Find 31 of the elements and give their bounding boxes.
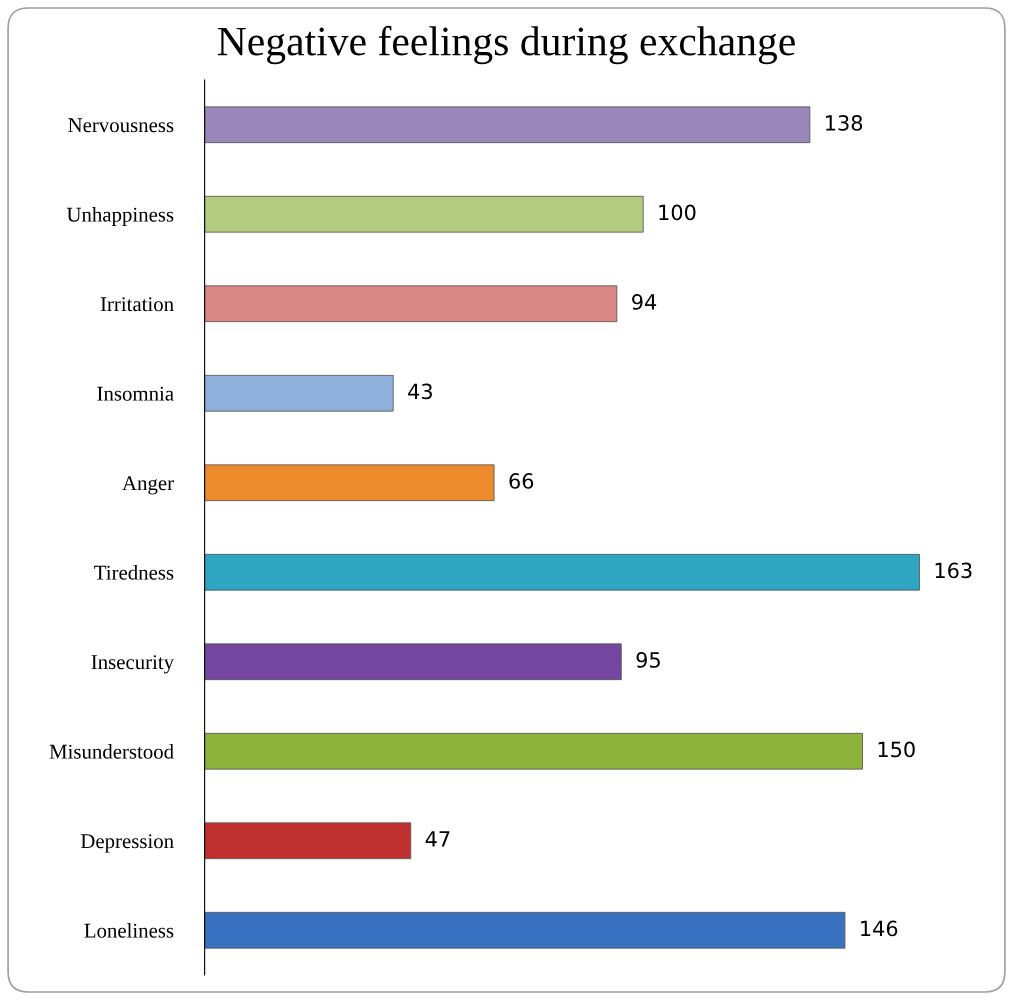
chart-title: Negative feelings during exchange [217,25,795,65]
bar [204,911,846,949]
bar [204,553,920,591]
y-tick-label: Insecurity [91,655,174,674]
data-label: 100 [659,204,696,221]
y-tick-label: Loneliness [84,923,174,938]
bar [204,285,618,323]
data-label: 163 [935,562,972,579]
data-label: 146 [861,920,898,937]
bar [204,374,394,412]
data-label: 94 [632,294,657,310]
data-label: 66 [509,473,534,489]
bar [204,106,811,144]
data-label: 138 [826,115,863,131]
bar [204,464,495,502]
bar [204,195,644,233]
y-tick-label: Misunderstood [49,744,174,759]
bar [204,732,863,770]
bar [204,822,412,860]
data-label: 150 [878,741,915,758]
y-tick-label: Depression [80,834,174,853]
data-label: 95 [636,652,660,668]
data-label: 43 [408,383,432,400]
y-tick-label: Tiredness [94,565,174,580]
bar [204,643,622,681]
y-tick-label: Unhappiness [66,207,174,226]
y-tick-label: Insomnia [97,386,174,401]
y-tick-label: Anger [122,476,174,495]
y-tick-label: Nervousness [68,118,174,133]
data-label: 47 [425,831,450,847]
y-tick-label: Irritation [100,297,174,312]
